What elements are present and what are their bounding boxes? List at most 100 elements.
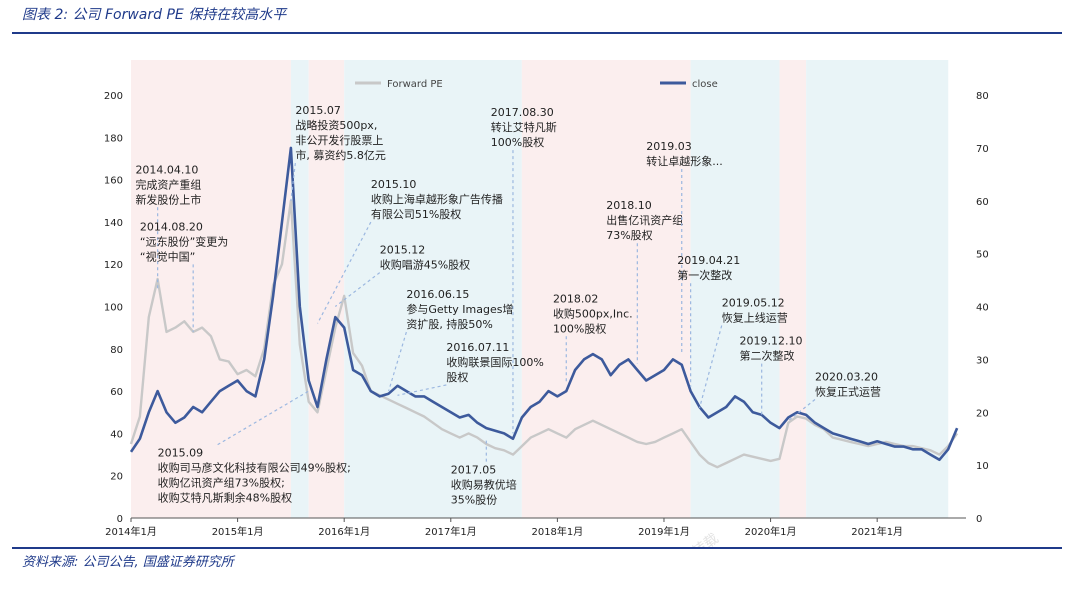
annotation-leader [388,331,407,392]
x-tick-label: 2017年1月 [425,525,477,538]
series-lines [129,146,959,469]
event-band-1 [131,60,291,518]
annotation-text: 有限公司51%股权 [371,207,461,221]
y-left-tick-label: 180 [104,133,123,144]
annotation-text: 新发股份上市 [135,192,201,206]
annotation-leader [397,384,447,396]
x-tick-label: 2014年1月 [105,525,157,538]
legend-label: Forward PE [387,79,443,90]
annotation-text: 完成资产重组 [135,177,201,191]
annotation-text: 市, 募资约5.8亿元 [295,148,386,162]
annotation-date: 2019.04.21 [677,254,740,267]
y-left-tick-label: 0 [117,514,123,525]
y-left-tick-label: 160 [104,176,123,187]
annotation-leader [698,325,723,409]
annotation-text: 恢复正式运营 [815,385,881,399]
annotation-date: 2019.03 [646,140,692,153]
annotation-date: 2019.12.10 [739,335,802,348]
annotation-text: “远东股份”变更为 [140,234,228,248]
annotation-text: 收购上海卓越形象广告传播 [371,192,503,206]
y-left-tick-label: 80 [110,345,123,356]
annotation-text: 股权 [446,371,468,384]
x-tick-label: 2020年1月 [745,525,797,538]
annotation-text: 资扩股, 持股50% [406,317,492,331]
y-right-tick-label: 30 [976,355,989,366]
y-left-tick-label: 120 [104,260,123,271]
x-tick-label: 2019年1月 [638,525,690,538]
event-band-6 [690,60,780,518]
annotation-date: 2017.05 [451,464,497,477]
annotation-text: 收购亿讯资产组73%股权; [158,476,285,490]
x-tick-label: 2018年1月 [531,525,583,538]
legend-label: close [692,79,718,90]
event-band-4 [344,60,522,518]
y-right-tick-label: 80 [976,91,989,102]
event-bands [131,60,949,518]
annotation-date: 2016.06.15 [406,288,469,301]
annotation-text: 第一次整改 [677,268,732,282]
annotation-date: 2017.08.30 [491,106,554,119]
annotation-text: 转让卓越形象... [646,154,723,168]
y-right-tick-label: 40 [976,303,989,314]
annotation-date: 2015.12 [380,244,426,257]
legend: Forward PE close [355,79,718,90]
y-right-tick-label: 20 [976,408,989,419]
annotation-text: 非公开发行股票上 [295,133,383,147]
y-left-tick-label: 20 [110,472,123,483]
x-tick-label: 2021年1月 [851,525,903,538]
y-right-tick-label: 50 [976,250,989,261]
annotation-text: “视觉中国” [140,249,195,263]
annotation-date: 2016.07.11 [446,341,509,354]
x-tick-label: 2016年1月 [318,525,370,538]
source-note: 资料来源: 公司公告, 国盛证券研究所 [22,555,234,570]
y-right-tick-label: 10 [976,461,989,472]
series-line-forward-pe [129,199,959,469]
top-rule [12,32,1062,34]
annotation-date: 2018.02 [553,292,599,305]
y-right-tick-label: 0 [976,514,982,525]
annotation-text: 收购易教优培 [451,478,517,492]
y-left-tick-label: 100 [104,303,123,314]
series-line-close [129,146,959,462]
annotation-text: 恢复上线运营 [722,311,788,325]
annotation-date: 2015.10 [371,178,417,191]
annotation-date: 2015.07 [295,104,341,117]
annotation-text: 出售亿讯资产组 [606,213,683,227]
y-left-tick-label: 140 [104,218,123,229]
annotations: 2014.04.10完成资产重组新发股份上市2014.08.20“远东股份”变更… [135,104,881,507]
annotation-date: 2015.09 [158,447,204,460]
annotation-text: 35%股份 [451,494,497,507]
annotation-text: 参与Getty Images增 [406,302,513,316]
annotation-13: 2019.03转让卓越形象... [646,140,723,354]
annotation-date: 2018.10 [606,199,652,212]
annotation-text: 73%股权 [606,229,652,242]
annotation-4: 2015.09收购司马彦文化科技有限公司49%股权;收购亿讯资产组73%股权;收… [158,390,351,505]
annotation-text: 100%股权 [553,322,606,335]
annotation-2: 2014.08.20“远东股份”变更为“视觉中国” [140,220,228,332]
x-tick-label: 2015年1月 [212,525,264,538]
annotation-text: 战略投资500px, [295,118,377,132]
event-band-5 [521,60,691,518]
y-left-tick-label: 200 [104,91,123,102]
annotation-text: 100%股权 [491,136,544,149]
annotation-text: 收购唱游45%股权 [380,258,470,272]
pe-close-chart: 0 20 40 60 80 100 120 140 160 180 200 0 10 20 30 40 50 60… [104,60,989,547]
annotation-text: 收购司马彦文化科技有限公司49%股权; [158,461,351,475]
annotation-date: 2014.04.10 [135,163,198,176]
y-left-tick-label: 40 [110,429,123,440]
bottom-rule [12,547,1062,549]
figure-title: 图表 2: 公司 Forward PE 保持在较高水平 [22,7,287,23]
